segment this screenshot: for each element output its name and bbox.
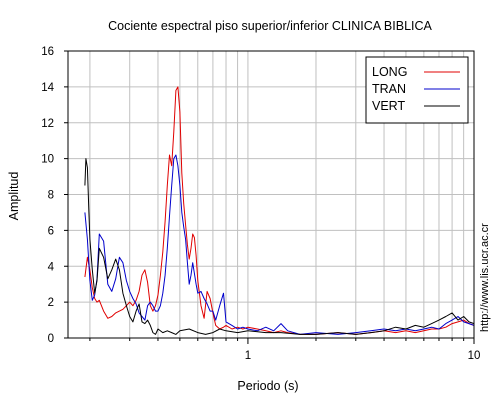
- series-line-tran: [84, 154, 475, 335]
- y-axis-label: Amplitud: [7, 172, 21, 221]
- chart-title: Cociente espectral piso superior/inferio…: [108, 19, 432, 33]
- y-tick-label: 10: [41, 154, 54, 166]
- y-tick-label: 16: [41, 46, 54, 58]
- series-layer: [84, 86, 475, 335]
- y-tick-label: 0: [48, 333, 54, 345]
- series-line-long: [84, 86, 475, 335]
- x-tick-label: 10: [468, 350, 481, 362]
- side-url: http://www.lis.ucr.ac.cr: [479, 223, 491, 332]
- x-axis-label: Periodo (s): [237, 379, 298, 393]
- legend-box: [365, 56, 469, 124]
- legend: LONG TRAN VERT: [365, 56, 469, 124]
- x-tick-label: 1: [245, 350, 251, 362]
- y-tick-label: 4: [48, 261, 55, 273]
- series-line-vert: [84, 158, 475, 335]
- y-tick-label: 6: [48, 225, 54, 237]
- y-tick-label: 8: [48, 190, 54, 202]
- y-tick-label: 12: [41, 118, 54, 130]
- legend-label-tran: TRAN: [372, 82, 406, 96]
- legend-label-vert: VERT: [372, 99, 405, 113]
- legend-label-long: LONG: [372, 65, 407, 79]
- y-tick-label: 2: [48, 297, 54, 309]
- y-tick-label: 14: [41, 82, 54, 94]
- tick-layer: 0 2 4 6 8 10 12 14 16 1 10: [41, 46, 480, 362]
